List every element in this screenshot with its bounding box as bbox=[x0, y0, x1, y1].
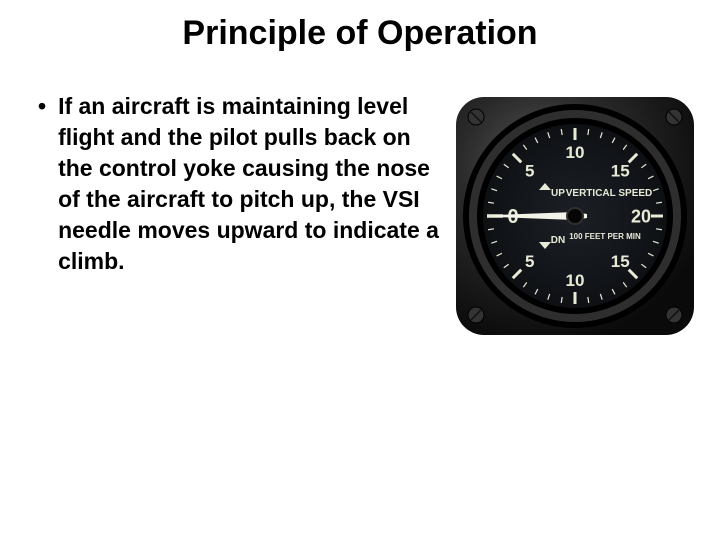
svg-text:10: 10 bbox=[566, 271, 585, 290]
vsi-svg: 0551010151520 UP VERTICAL SPEED DN 100 F… bbox=[450, 91, 700, 341]
bullet-text: If an aircraft is maintaining level flig… bbox=[58, 91, 440, 277]
bullet-marker: • bbox=[38, 91, 46, 122]
content-area: • If an aircraft is maintaining level fl… bbox=[0, 61, 720, 341]
label-units: 100 FEET PER MIN bbox=[569, 232, 641, 241]
bullet-block: • If an aircraft is maintaining level fl… bbox=[38, 91, 450, 277]
label-dn: DN bbox=[551, 235, 565, 246]
bullet-item: • If an aircraft is maintaining level fl… bbox=[38, 91, 440, 277]
svg-text:20: 20 bbox=[631, 206, 651, 226]
page-title: Principle of Operation bbox=[0, 0, 720, 61]
svg-text:15: 15 bbox=[611, 252, 630, 271]
vsi-gauge: 0551010151520 UP VERTICAL SPEED DN 100 F… bbox=[450, 91, 700, 341]
svg-text:15: 15 bbox=[611, 162, 630, 181]
label-up: UP bbox=[551, 188, 565, 199]
svg-text:5: 5 bbox=[525, 252, 534, 271]
label-vertical-speed: VERTICAL SPEED bbox=[566, 188, 653, 199]
svg-text:5: 5 bbox=[525, 162, 534, 181]
svg-text:10: 10 bbox=[566, 143, 585, 162]
